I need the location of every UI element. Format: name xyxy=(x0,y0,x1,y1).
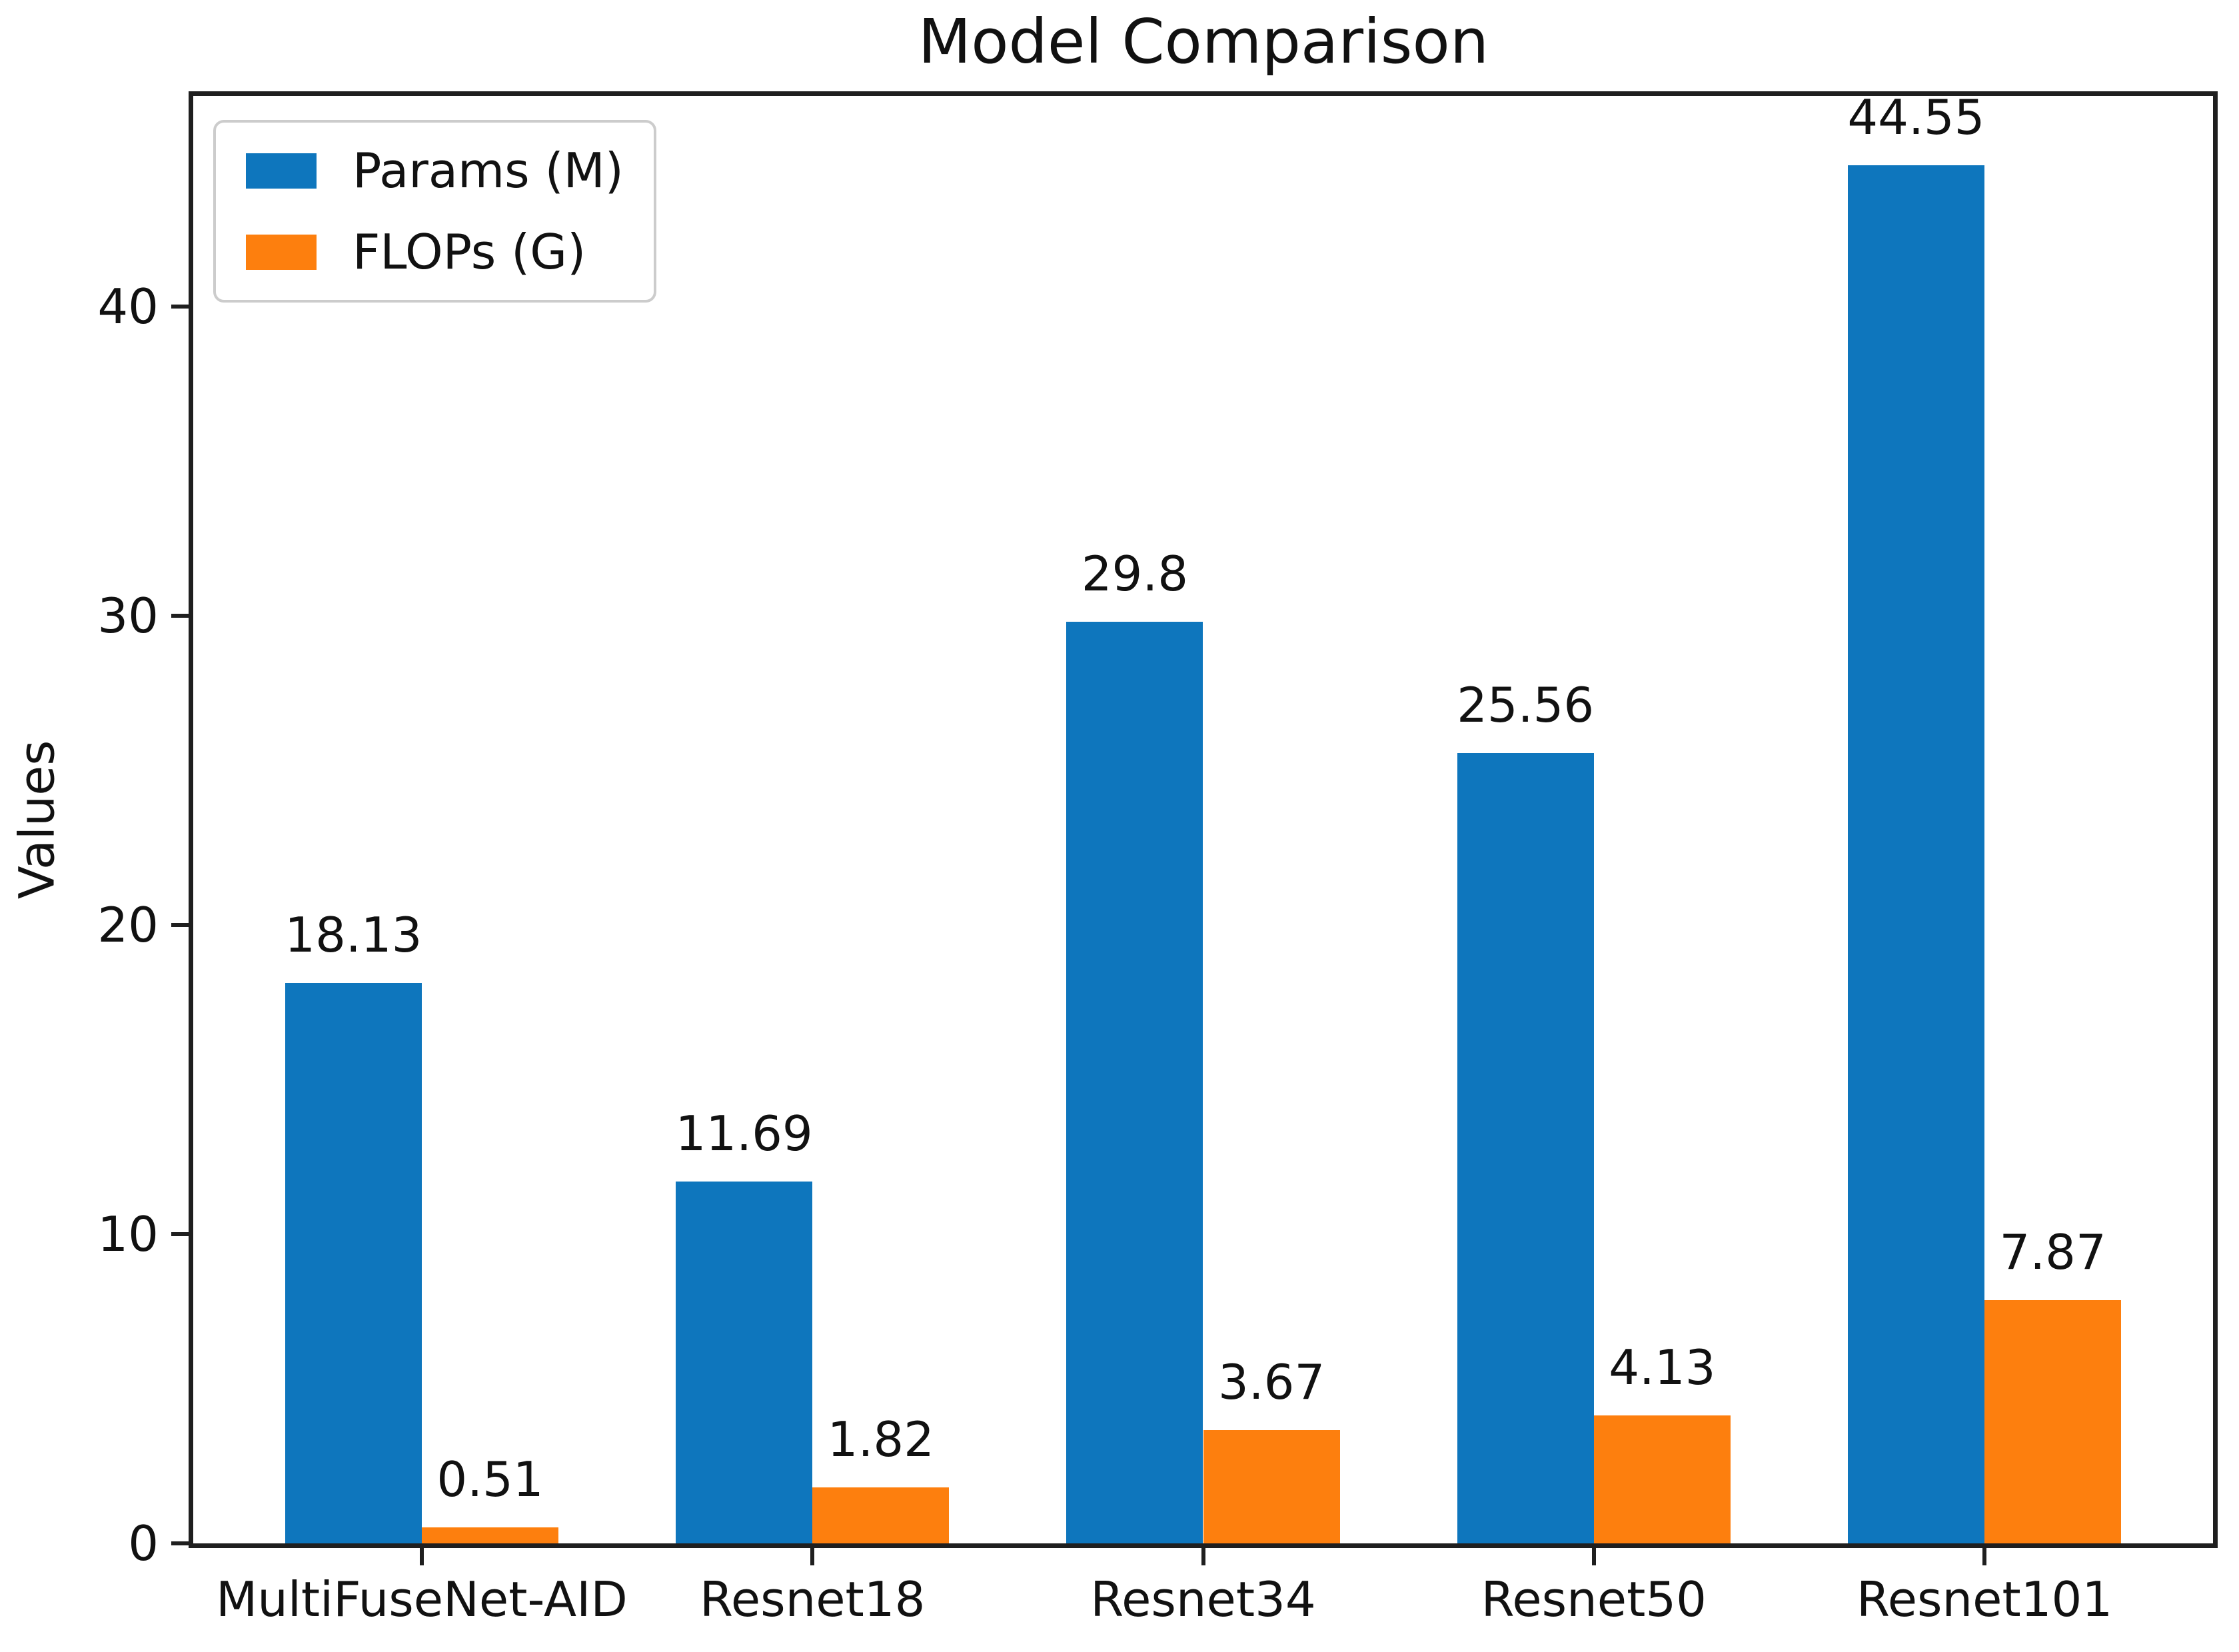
bar-value-label-params-m-resnet50: 25.56 xyxy=(1457,676,1595,733)
legend: Params (M) FLOPs (G) xyxy=(213,120,656,303)
x-tick-label-multifusenet-aid: MultiFuseNet-AID xyxy=(216,1571,628,1627)
x-tick-mark-resnet50 xyxy=(1591,1548,1596,1565)
y-tick-label-20: 20 xyxy=(97,896,159,953)
bar-value-label-params-m-resnet18: 11.69 xyxy=(675,1106,813,1162)
y-tick-label-10: 10 xyxy=(97,1206,159,1262)
x-tick-label-resnet34: Resnet34 xyxy=(1090,1571,1316,1627)
y-tick-mark-20 xyxy=(171,922,189,927)
legend-swatch-params-m xyxy=(246,153,317,189)
y-axis-label: Values xyxy=(9,740,66,900)
bar-value-label-flops-g-resnet34: 3.67 xyxy=(1217,1353,1325,1410)
x-tick-mark-resnet18 xyxy=(810,1548,815,1565)
legend-item-params-m: Params (M) xyxy=(246,143,624,199)
bar-value-label-params-m-resnet34: 29.8 xyxy=(1081,545,1189,602)
bar-value-label-params-m-resnet101: 44.55 xyxy=(1847,89,1985,146)
y-tick-label-30: 30 xyxy=(97,587,159,644)
bar-flops-g-resnet50 xyxy=(1593,1415,1731,1543)
bar-value-label-flops-g-multifusenet-aid: 0.51 xyxy=(436,1451,544,1508)
bar-value-label-flops-g-resnet18: 1.82 xyxy=(827,1411,934,1467)
y-tick-mark-10 xyxy=(171,1232,189,1236)
x-tick-mark-resnet101 xyxy=(1982,1548,1987,1565)
y-tick-mark-30 xyxy=(171,613,189,618)
bar-value-label-flops-g-resnet101: 7.87 xyxy=(1999,1224,2106,1280)
x-tick-mark-multifusenet-aid xyxy=(419,1548,424,1565)
bar-flops-g-resnet101 xyxy=(1984,1299,2122,1543)
x-tick-mark-resnet34 xyxy=(1201,1548,1205,1565)
x-tick-label-resnet18: Resnet18 xyxy=(700,1571,926,1627)
bar-flops-g-resnet34 xyxy=(1203,1429,1340,1543)
chart-title: Model Comparison xyxy=(918,6,1489,77)
bar-value-label-flops-g-resnet50: 4.13 xyxy=(1609,1339,1716,1396)
bar-flops-g-resnet18 xyxy=(812,1487,950,1543)
bar-value-label-params-m-multifusenet-aid: 18.13 xyxy=(285,906,422,963)
bar-params-m-resnet34 xyxy=(1066,621,1203,1543)
y-tick-mark-0 xyxy=(171,1541,189,1545)
bar-params-m-resnet50 xyxy=(1457,752,1594,1543)
bar-flops-g-multifusenet-aid xyxy=(421,1527,559,1543)
legend-swatch-flops-g xyxy=(246,234,317,270)
legend-label-params-m: Params (M) xyxy=(353,143,624,199)
plot-area: Params (M) FLOPs (G) 0 10 20 30 40 MultiFuseNe… xyxy=(97,89,2218,1627)
x-tick-label-resnet50: Resnet50 xyxy=(1481,1571,1707,1627)
y-tick-label-40: 40 xyxy=(97,278,159,335)
y-tick-mark-40 xyxy=(171,304,189,309)
y-tick-label-0: 0 xyxy=(128,1515,159,1571)
bar-params-m-resnet18 xyxy=(676,1182,813,1543)
legend-label-flops-g: FLOPs (G) xyxy=(353,224,586,280)
x-tick-label-resnet101: Resnet101 xyxy=(1856,1571,2113,1627)
legend-item-flops-g: FLOPs (G) xyxy=(246,224,624,280)
bar-params-m-resnet101 xyxy=(1847,165,1985,1543)
bar-params-m-multifusenet-aid xyxy=(285,982,422,1543)
